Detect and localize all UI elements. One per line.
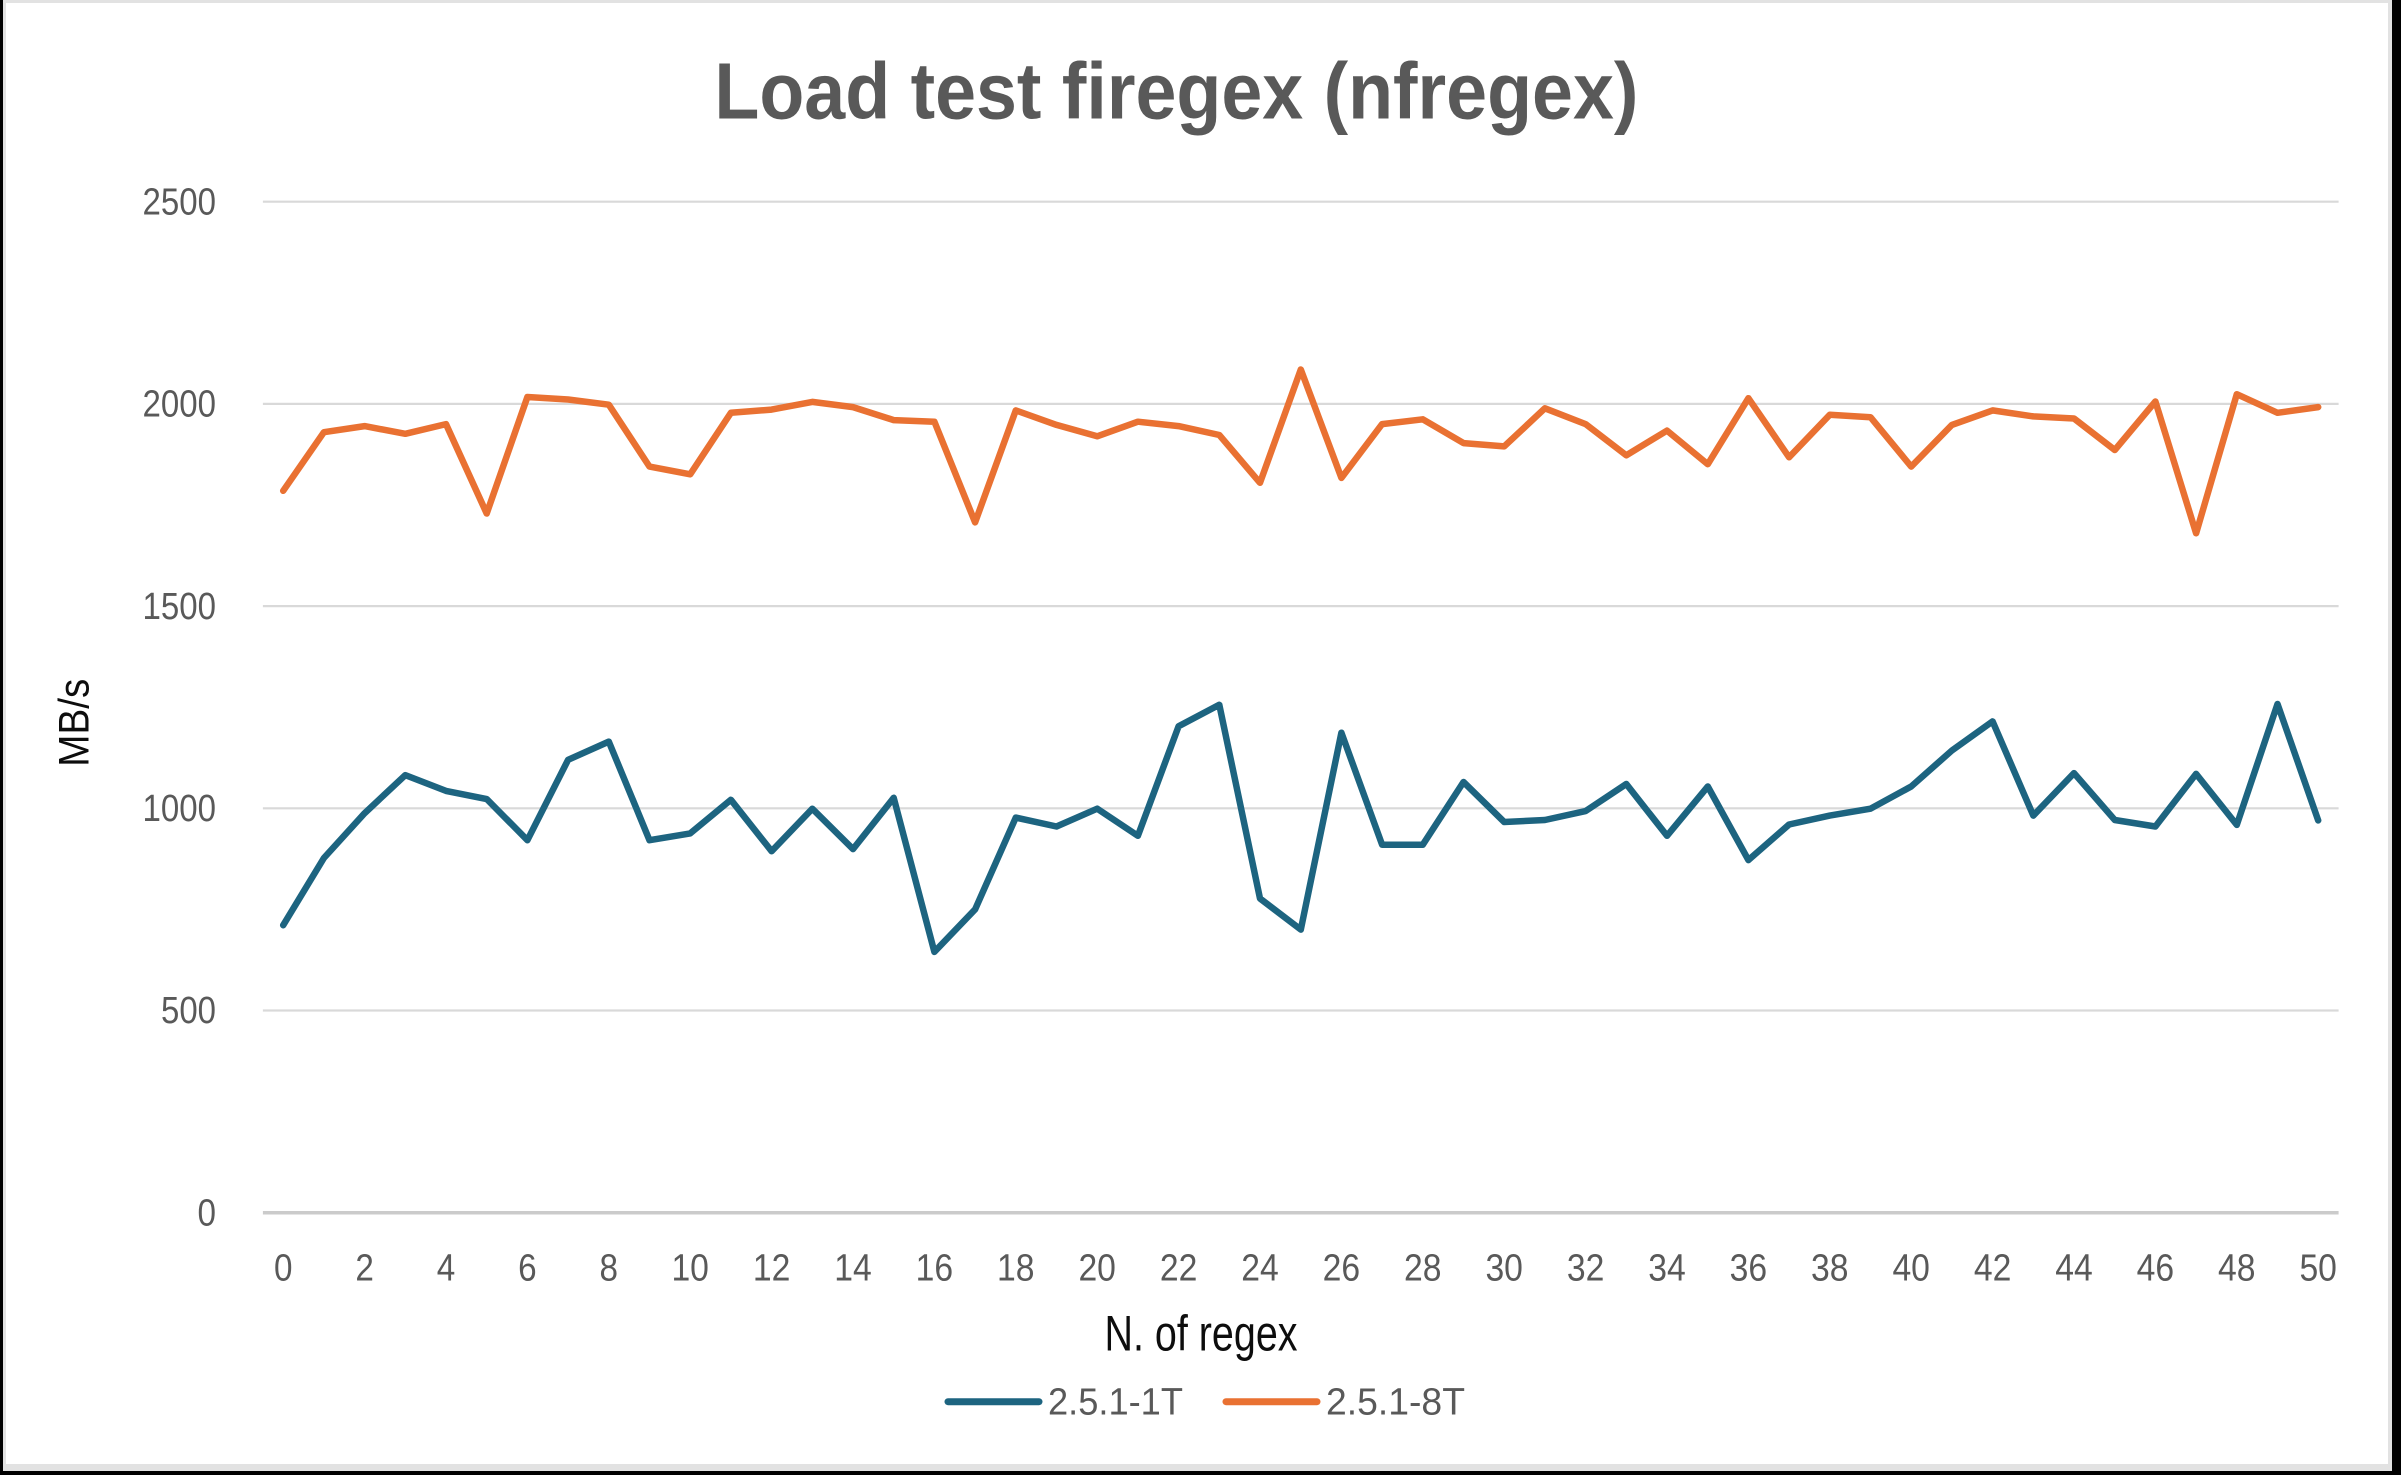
svg-text:N. of regex: N. of regex xyxy=(1105,1306,1298,1362)
svg-text:6: 6 xyxy=(518,1247,537,1289)
svg-text:12: 12 xyxy=(753,1247,791,1289)
svg-text:1000: 1000 xyxy=(143,788,217,830)
svg-text:1500: 1500 xyxy=(143,586,217,628)
svg-text:48: 48 xyxy=(2218,1247,2256,1289)
svg-text:30: 30 xyxy=(1485,1247,1523,1289)
svg-text:36: 36 xyxy=(1730,1247,1768,1289)
svg-text:4: 4 xyxy=(437,1247,456,1289)
svg-text:28: 28 xyxy=(1404,1247,1442,1289)
svg-text:2.5.1-8T: 2.5.1-8T xyxy=(1326,1382,1465,1424)
svg-text:40: 40 xyxy=(1892,1247,1930,1289)
svg-text:24: 24 xyxy=(1241,1247,1279,1289)
svg-text:2: 2 xyxy=(355,1247,374,1289)
svg-text:20: 20 xyxy=(1078,1247,1116,1289)
svg-text:10: 10 xyxy=(671,1247,709,1289)
svg-text:Load test firegex (nfregex): Load test firegex (nfregex) xyxy=(714,47,1638,136)
svg-text:26: 26 xyxy=(1323,1247,1361,1289)
svg-text:500: 500 xyxy=(161,990,216,1032)
svg-text:22: 22 xyxy=(1160,1247,1198,1289)
svg-text:2.5.1-1T: 2.5.1-1T xyxy=(1048,1382,1183,1424)
svg-text:16: 16 xyxy=(916,1247,954,1289)
svg-text:0: 0 xyxy=(198,1192,217,1234)
svg-text:0: 0 xyxy=(274,1247,293,1289)
svg-text:2500: 2500 xyxy=(143,181,217,223)
svg-text:8: 8 xyxy=(600,1247,619,1289)
svg-text:42: 42 xyxy=(1974,1247,2012,1289)
svg-text:32: 32 xyxy=(1567,1247,1605,1289)
svg-text:50: 50 xyxy=(2299,1247,2337,1289)
svg-text:44: 44 xyxy=(2055,1247,2093,1289)
svg-text:18: 18 xyxy=(997,1247,1035,1289)
svg-text:38: 38 xyxy=(1811,1247,1849,1289)
svg-text:MB/s: MB/s xyxy=(50,679,98,767)
svg-text:34: 34 xyxy=(1648,1247,1686,1289)
svg-text:2000: 2000 xyxy=(143,384,217,426)
svg-text:14: 14 xyxy=(834,1247,872,1289)
svg-text:46: 46 xyxy=(2137,1247,2175,1289)
